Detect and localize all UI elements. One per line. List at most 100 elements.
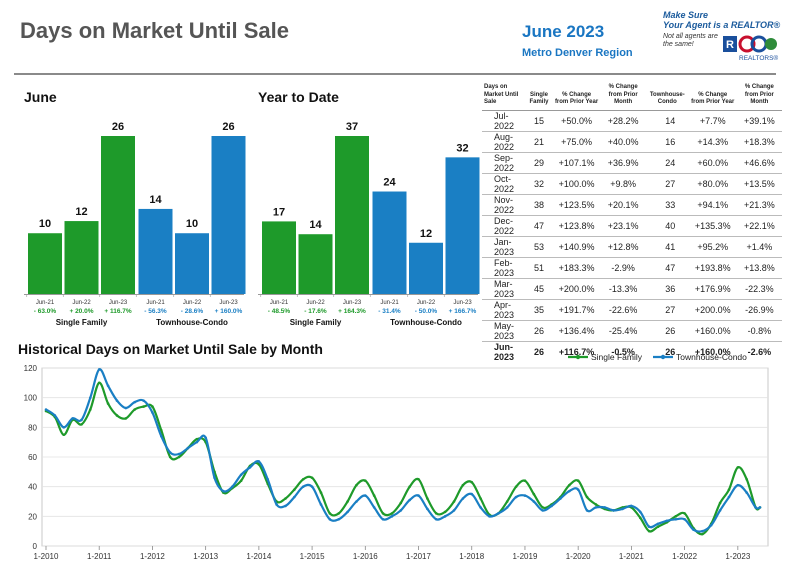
table-cell: 36 xyxy=(645,278,689,300)
june-bar-value: 10 xyxy=(186,218,198,230)
table-header-cell: % Change from Prior Year xyxy=(688,84,737,111)
hist-point xyxy=(168,451,172,454)
hist-point xyxy=(133,400,136,404)
ytd-tick-label: Jun-22 xyxy=(306,300,325,306)
hist-point xyxy=(674,518,678,521)
ytd-change-label: - 50.0% xyxy=(415,308,438,315)
hist-point xyxy=(399,501,403,505)
june-bar-value: 10 xyxy=(39,218,51,230)
table-cell: Sep-2022 xyxy=(482,152,526,174)
hist-point xyxy=(106,402,110,405)
hist-point xyxy=(328,518,332,521)
hist-point xyxy=(53,414,57,417)
table-cell: -0.5% xyxy=(611,346,635,357)
hist-point xyxy=(470,492,474,496)
hist-point xyxy=(239,479,243,483)
hist-point xyxy=(222,489,225,493)
realtor-brand: Make Sure Your Agent is a REALTOR® Not a… xyxy=(663,10,783,62)
table-cell: +9.8% xyxy=(600,173,646,195)
table-cell: +1.4% xyxy=(736,236,782,258)
hist-x-tick-label: 1-2023 xyxy=(725,552,750,561)
table-header-cell: Single Family xyxy=(525,84,553,111)
hist-point xyxy=(568,483,571,487)
hist-point xyxy=(310,476,314,480)
hist-y-tick-label: 0 xyxy=(33,542,38,551)
ytd-change-label: + 166.7% xyxy=(449,308,477,315)
hist-point xyxy=(177,452,181,456)
report-month: June 2023 xyxy=(522,22,605,41)
table-row: Jul-2022 15 +50.0% +28.2% 14 +7.7% +39.1% xyxy=(482,110,782,132)
table-cell: +136.4% xyxy=(552,320,601,342)
june-change-label: + 160.0% xyxy=(215,308,243,315)
hist-point xyxy=(701,529,704,533)
table-cell: 33 xyxy=(645,194,689,216)
hist-point xyxy=(674,515,678,518)
table-cell: +183.3% xyxy=(552,257,601,279)
june-tick-label: Jun-23 xyxy=(219,300,238,306)
table-cell: +95.2% xyxy=(688,236,737,258)
table-cell: +39.1% xyxy=(736,110,782,132)
table-cell: Oct-2022 xyxy=(482,173,526,195)
hist-point xyxy=(701,532,704,536)
hist-y-tick-label: 100 xyxy=(24,394,38,403)
table-cell: -22.6% xyxy=(600,299,646,321)
hist-point xyxy=(124,417,128,420)
hist-x-tick-label: 1-2017 xyxy=(406,552,431,561)
hist-y-tick-label: 20 xyxy=(28,512,37,521)
table-cell: 29 xyxy=(525,152,553,174)
hist-point xyxy=(248,466,252,469)
ytd-bar xyxy=(445,157,480,294)
table-cell: +40.0% xyxy=(600,131,646,153)
monthly-stats-table: Days on Market Until Sale Single Family% … xyxy=(482,84,782,362)
table-row: Apr-2023 35 +191.7% -22.6% 27 +200.0% -26.9% xyxy=(482,299,782,321)
hist-point xyxy=(408,498,411,502)
hist-legend-label: Townhouse-Condo xyxy=(676,352,747,362)
hist-point xyxy=(346,510,349,514)
table-cell: +46.6% xyxy=(736,152,782,174)
june-change-label: + 116.7% xyxy=(104,308,132,315)
table-cell: +176.9% xyxy=(688,278,737,300)
table-row: Jan-2023 53 +140.9% +12.8% 41 +95.2% +1.4% xyxy=(482,236,782,258)
hist-point xyxy=(479,506,482,509)
hist-point xyxy=(257,460,261,463)
table-cell: 41 xyxy=(645,236,689,258)
hist-series-line xyxy=(45,368,761,533)
table-cell: +7.7% xyxy=(688,110,737,132)
table-row: May-2023 26 +136.4% -25.4% 26 +160.0% -0.8% xyxy=(482,320,782,342)
june-change-label: - 63.0% xyxy=(34,308,57,315)
table-cell: -25.4% xyxy=(600,320,646,342)
june-change-label: - 56.3% xyxy=(144,308,167,315)
hist-point xyxy=(470,480,474,484)
table-cell: 32 xyxy=(525,173,553,195)
table-cell: 35 xyxy=(525,299,553,321)
hist-legend-label: Single Family xyxy=(591,352,643,362)
hist-x-tick-label: 1-2021 xyxy=(619,552,644,561)
hist-point xyxy=(186,446,190,450)
ytd-tick-label: Jun-23 xyxy=(343,300,362,306)
june-tick-label: Jun-22 xyxy=(72,300,91,306)
hist-point xyxy=(656,522,660,526)
table-cell: +191.7% xyxy=(552,299,601,321)
june-bar xyxy=(211,136,246,294)
ytd-change-label: - 48.5% xyxy=(268,308,291,315)
table-cell: 47 xyxy=(525,215,553,237)
table-cell: Feb-2023 xyxy=(482,257,526,279)
hist-point xyxy=(594,503,598,506)
hist-point xyxy=(195,440,199,444)
hist-point xyxy=(142,405,145,408)
table-cell: 26 xyxy=(525,320,553,342)
table-cell: Jun-2023 xyxy=(494,341,515,362)
hist-point xyxy=(293,495,296,499)
table-cell: +135.3% xyxy=(688,215,737,237)
table-cell: Aug-2022 xyxy=(482,131,526,153)
hist-point xyxy=(310,485,314,488)
hist-point xyxy=(736,483,740,487)
hist-point xyxy=(621,507,624,511)
hist-point xyxy=(62,433,66,437)
ytd-bar-value: 14 xyxy=(309,219,322,231)
table-cell: Dec-2022 xyxy=(482,215,526,237)
hist-point xyxy=(417,494,420,497)
table-cell: +200.0% xyxy=(688,299,737,321)
hist-point xyxy=(301,477,305,481)
brand-line2: Your Agent is a REALTOR® xyxy=(663,20,781,30)
